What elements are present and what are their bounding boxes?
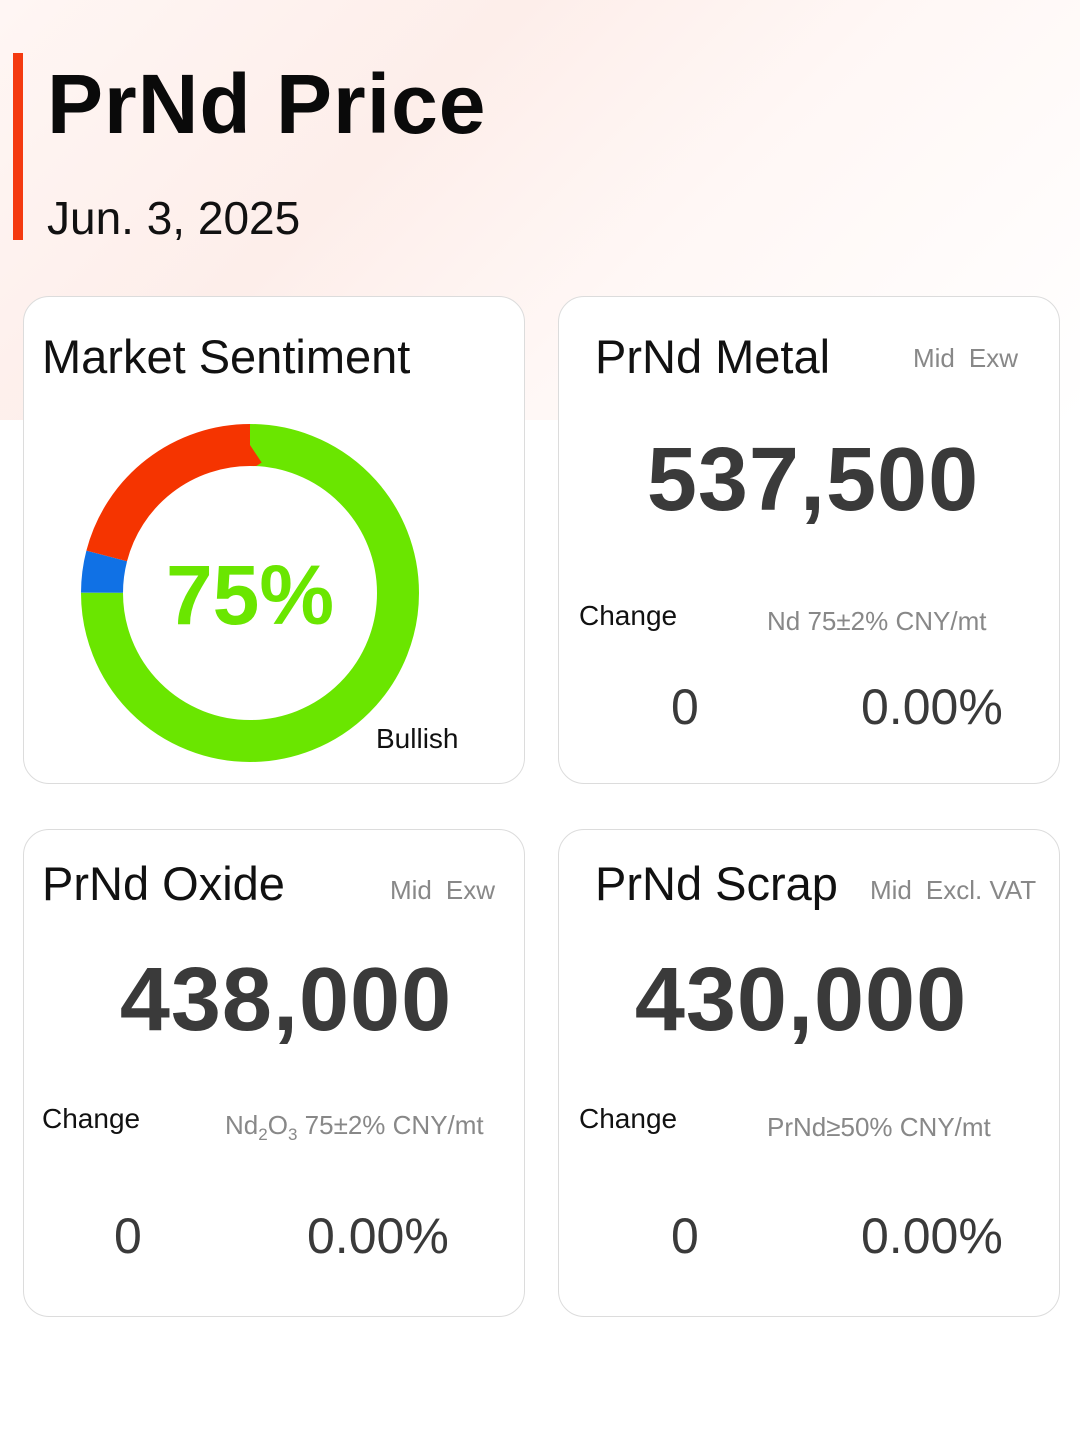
page-date: Jun. 3, 2025 [47, 192, 301, 244]
prnd-metal-card: PrNd Metal Mid Exw 537,500 Change Nd 75±2… [558, 296, 1060, 784]
price-value: 430,000 [634, 950, 968, 1050]
spec-label: PrNd≥50% CNY/mt [767, 1112, 991, 1142]
change-label: Change [42, 1103, 141, 1134]
price-basis-tags: Mid Exw [913, 342, 1018, 374]
card-title: PrNd Metal [595, 330, 831, 383]
price-value: 438,000 [119, 950, 453, 1050]
tag-exw: Exw [445, 875, 496, 905]
donut-svg [81, 424, 419, 762]
page-title: PrNd Price [47, 57, 487, 151]
prnd-oxide-card: PrNd Oxide Mid Exw 438,000 Change Nd2O3 7… [23, 829, 525, 1317]
tag-mid: Mid [390, 875, 432, 905]
tag-excl-vat: Excl. VAT [925, 875, 1037, 905]
spec-prefix: Nd [225, 1110, 259, 1140]
price-value: 537,500 [646, 430, 980, 530]
change-absolute: 0 [671, 679, 699, 735]
market-sentiment-card: Market Sentiment 75% Bullish [23, 296, 525, 784]
prnd-scrap-card: PrNd Scrap Mid Excl. VAT 430,000 Change P… [558, 829, 1060, 1317]
change-absolute: 0 [114, 1208, 142, 1264]
tag-mid: Mid [913, 343, 955, 373]
spec-suffix: 75±2% CNY/mt [297, 1110, 484, 1140]
card-title: PrNd Oxide [42, 857, 285, 910]
change-percent: 0.00% [861, 1208, 1003, 1264]
change-label: Change [579, 600, 678, 631]
donut-segment-2 [81, 424, 419, 762]
tag-mid: Mid [870, 875, 912, 905]
price-basis-tags: Mid Excl. VAT [870, 874, 1036, 906]
change-percent: 0.00% [307, 1208, 449, 1264]
change-absolute: 0 [671, 1208, 699, 1264]
sentiment-percent: 75% [165, 548, 335, 642]
change-percent: 0.00% [861, 679, 1003, 735]
spec-subscript-1: 2 [258, 1125, 268, 1144]
sentiment-label: Bullish [376, 723, 459, 754]
card-title: PrNd Scrap [595, 857, 838, 910]
spec-mid: O [267, 1110, 288, 1140]
spec-label: Nd 75±2% CNY/mt [767, 606, 987, 636]
spec-subscript-2: 3 [287, 1125, 298, 1144]
spec-label: Nd2O3 75±2% CNY/mt [225, 1108, 484, 1144]
sentiment-donut-chart: 75% [80, 423, 420, 763]
card-title: Market Sentiment [42, 330, 411, 383]
tag-exw: Exw [968, 343, 1019, 373]
price-basis-tags: Mid Exw [390, 874, 495, 906]
change-label: Change [579, 1103, 678, 1134]
title-accent-bar [13, 53, 23, 240]
